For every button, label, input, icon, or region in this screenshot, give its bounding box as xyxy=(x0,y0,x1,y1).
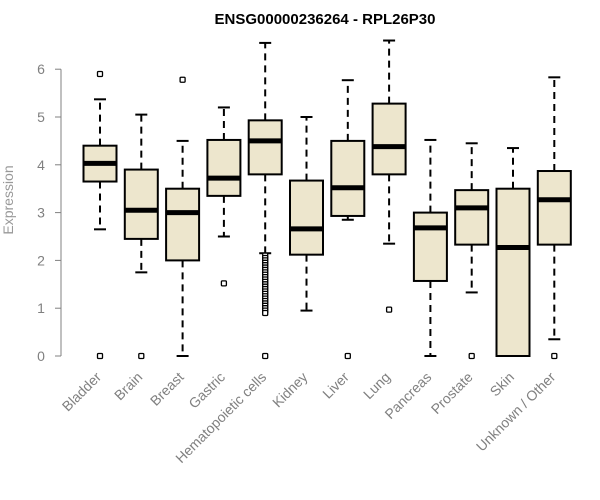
y-tick-label: 5 xyxy=(37,109,45,125)
box-group xyxy=(206,106,242,287)
box-iqr xyxy=(330,139,366,217)
y-axis-label: Expression xyxy=(0,165,16,234)
outlier-point xyxy=(551,352,558,360)
box-iqr xyxy=(247,119,283,176)
chart-title: ENSG00000236264 - RPL26P30 xyxy=(215,11,436,28)
x-tick-label: Breast xyxy=(147,369,187,409)
outlier-point xyxy=(96,352,104,360)
box-iqr xyxy=(165,187,201,262)
box-group xyxy=(371,39,407,313)
box-group xyxy=(82,70,118,360)
outlier-point xyxy=(262,309,269,317)
box-iqr xyxy=(454,189,490,246)
outlier-point xyxy=(138,352,145,360)
y-tick-label: 2 xyxy=(37,252,45,268)
box-group xyxy=(289,116,324,312)
box-iqr xyxy=(495,187,531,357)
box-iqr xyxy=(206,138,242,197)
box-group xyxy=(412,138,448,357)
outlier-point xyxy=(96,70,104,78)
outlier-point xyxy=(262,352,269,360)
box-series xyxy=(82,39,572,360)
box-group xyxy=(247,41,283,360)
box-group xyxy=(165,76,201,357)
x-tick-label: Brain xyxy=(111,369,145,403)
box-group xyxy=(330,79,366,360)
y-tick-label: 4 xyxy=(37,157,45,173)
outlier-point xyxy=(220,280,228,287)
box-iqr xyxy=(289,179,324,256)
y-tick-label: 0 xyxy=(37,348,45,364)
box-iqr xyxy=(123,168,159,240)
x-tick-label: Bladder xyxy=(59,369,105,415)
box-iqr xyxy=(412,211,448,282)
y-tick-label: 3 xyxy=(37,205,45,221)
x-tick-label: Lung xyxy=(360,369,393,402)
y-axis: 0 1 2 3 4 5 6 xyxy=(37,61,62,364)
outlier-point xyxy=(179,76,186,83)
x-tick-label: Kidney xyxy=(269,369,311,411)
x-tick-label: Prostate xyxy=(428,369,476,417)
y-tick-label: 6 xyxy=(37,61,45,77)
x-tick-label: Liver xyxy=(319,369,352,402)
x-tick-label: Skin xyxy=(487,369,518,400)
box-group xyxy=(454,142,490,360)
box-group xyxy=(123,113,159,360)
box-group xyxy=(495,147,531,357)
box-iqr xyxy=(536,170,572,246)
outlier-point xyxy=(468,352,475,360)
outlier-point xyxy=(385,306,393,313)
outlier-point xyxy=(344,352,351,360)
box-iqr xyxy=(371,102,407,176)
box-group xyxy=(536,76,572,360)
y-tick-label: 1 xyxy=(37,300,45,316)
